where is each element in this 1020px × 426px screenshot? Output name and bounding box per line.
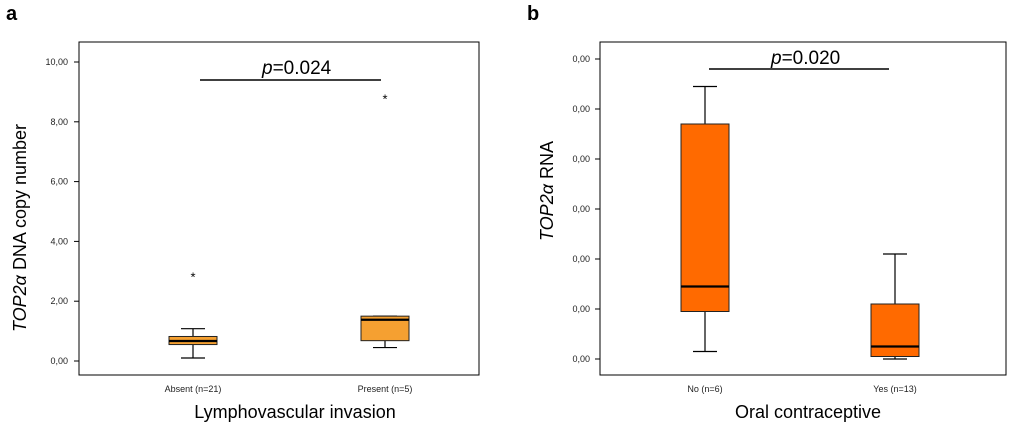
panel-b-y-tick-label: 0,00 (572, 354, 590, 364)
panel-a-p-italic: p (261, 58, 273, 79)
iqr-box (680, 123, 730, 312)
panel-b-p-rest: =0.020 (782, 48, 841, 69)
panel-b-y-label-rest: RNA (537, 141, 557, 184)
panel-b-x-category-label: No (n=6) (687, 384, 722, 394)
panel-a-y-tick-label: 2,00 (50, 296, 68, 306)
panel-a-y-label: TOP2α DNA copy number (10, 124, 30, 332)
panel-a-x-category-label: Present (n=5) (358, 384, 413, 394)
panel-b-y-axis: 0,00 0,00 0,00 0,00 0,00 0,00 0,00 (572, 54, 600, 364)
panel-b-x-category-label: Yes (n=13) (873, 384, 916, 394)
panel-b-box-2 (870, 253, 920, 360)
panel-b-y-tick-label: 0,00 (572, 104, 590, 114)
outlier-marker: * (190, 269, 195, 284)
panel-a-x-category-label: Absent (n=21) (165, 384, 222, 394)
panel-b-y-tick-label: 0,00 (572, 304, 590, 314)
panel-a-y-tick-label: 4,00 (50, 236, 68, 246)
panel-a-y-tick-label: 0,00 (50, 356, 68, 366)
panel-b-y-tick-label: 0,00 (572, 54, 590, 64)
panel-a-plot-frame (78, 41, 480, 376)
panel-a: a 0,00 2,00 4,00 6,00 8,00 10,00 * Absent (n=2… (6, 3, 480, 422)
panel-a-box-2: * (360, 91, 410, 349)
panel-b: b 0,00 0,00 0,00 0,00 0,00 0,00 0,00 No (n=6) Y… (527, 3, 1007, 422)
panel-a-y-tick-label: 6,00 (50, 177, 68, 187)
panel-b-p-value: p=0.020 (770, 48, 840, 69)
panel-b-y-tick-label: 0,00 (572, 254, 590, 264)
panel-a-y-tick-label: 10,00 (45, 57, 68, 67)
panel-b-y-tick-label: 0,00 (572, 204, 590, 214)
panel-b-plot-frame (599, 41, 1007, 376)
panel-a-y-label-rest: DNA copy number (10, 124, 30, 275)
panel-b-boxes: No (n=6) Yes (n=13) (680, 85, 920, 394)
iqr-box (870, 303, 920, 357)
panel-b-p-italic: p (770, 48, 782, 69)
panel-b-x-label: Oral contraceptive (735, 402, 881, 422)
panel-b-letter: b (527, 3, 539, 25)
panel-a-x-label: Lymphovascular invasion (194, 402, 395, 422)
panel-a-y-label-italic: TOP2α (10, 274, 30, 332)
panel-a-boxes: * Absent (n=21) * Present (n=5) (165, 91, 413, 394)
panel-a-box-1: * (168, 269, 218, 359)
panel-a-p-rest: =0.024 (273, 58, 332, 79)
panel-a-p-annotation: p=0.024 (200, 58, 381, 81)
panel-a-p-value: p=0.024 (261, 58, 332, 79)
panel-b-p-annotation: p=0.020 (709, 48, 889, 70)
panel-a-y-axis: 0,00 2,00 4,00 6,00 8,00 10,00 (45, 57, 79, 366)
panel-b-y-label: TOP2α RNA (537, 141, 557, 241)
outlier-marker: * (382, 91, 387, 106)
panel-b-y-label-italic: TOP2α (537, 183, 557, 241)
panel-b-box-1 (680, 85, 730, 353)
panel-a-letter: a (6, 3, 18, 25)
panel-b-y-tick-label: 0,00 (572, 154, 590, 164)
panel-a-y-tick-label: 8,00 (50, 117, 68, 127)
